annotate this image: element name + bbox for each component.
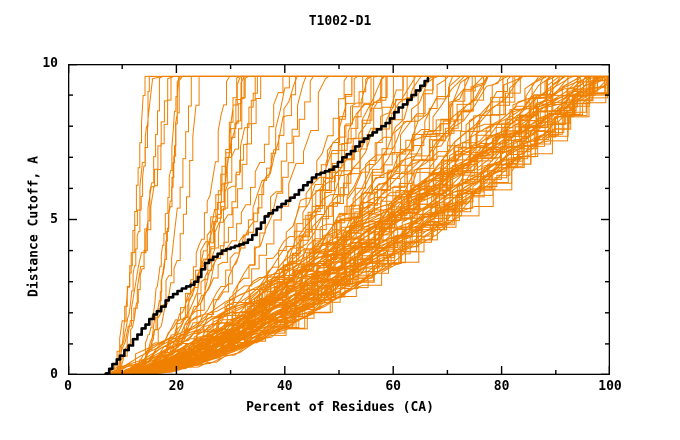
y-axis-label: Distance Cutoff, A	[26, 156, 42, 297]
x-tick-label: 80	[493, 379, 510, 394]
prediction-curve	[117, 75, 610, 375]
x-tick-label: 0	[64, 379, 72, 394]
prediction-curve	[107, 75, 610, 375]
prediction-curve-outlier	[117, 75, 179, 375]
x-tick-label: 100	[598, 379, 622, 394]
prediction-curve-outlier	[114, 75, 175, 375]
x-tick-label: 20	[168, 379, 185, 394]
plot-frame	[68, 64, 610, 375]
y-tick-label: 5	[50, 211, 58, 227]
chart-title: T1002-D1	[308, 14, 372, 29]
prediction-curve	[121, 75, 610, 375]
prediction-curve	[106, 75, 610, 375]
prediction-curve	[118, 75, 610, 375]
prediction-curve	[123, 75, 610, 375]
prediction-curve	[126, 75, 610, 375]
prediction-curve	[102, 75, 610, 375]
prediction-curve	[118, 75, 610, 375]
prediction-curve	[122, 75, 610, 375]
prediction-curve	[110, 75, 610, 375]
prediction-curve	[120, 75, 610, 375]
prediction-curve	[127, 75, 610, 375]
prediction-curve	[118, 75, 610, 375]
plot-canvas	[68, 64, 610, 375]
prediction-curve	[115, 75, 610, 375]
prediction-curve	[118, 75, 610, 375]
prediction-curve	[102, 75, 610, 375]
prediction-curve	[120, 75, 610, 375]
prediction-curve	[111, 75, 610, 375]
prediction-curve-outlier	[117, 75, 155, 375]
reference-curve	[104, 76, 430, 375]
reference-curve-path	[104, 76, 430, 375]
prediction-curve-outlier	[111, 75, 163, 375]
plot-area	[68, 64, 610, 375]
x-tick-label: 60	[385, 379, 402, 394]
prediction-curve	[115, 75, 610, 375]
y-tick-label: 10	[42, 56, 58, 71]
x-tick-label: 40	[276, 379, 293, 394]
x-axis-label: Percent of Residues (CA)	[246, 400, 434, 415]
prediction-curves-group	[100, 75, 610, 375]
y-tick-label: 0	[50, 367, 58, 382]
prediction-curve	[125, 75, 610, 375]
